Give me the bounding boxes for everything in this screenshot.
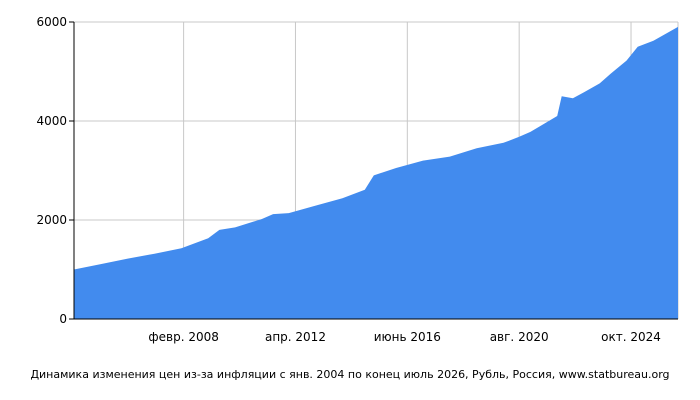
x-tick-label: авг. 2020 [490, 330, 549, 344]
x-tick-label: апр. 2012 [265, 330, 326, 344]
x-tick-label: июнь 2016 [374, 330, 441, 344]
data-area [74, 26, 678, 320]
chart: 0 2000 4000 6000 февр. 2008 апр. 2012 июнь 20… [36, 15, 679, 344]
y-tick-label: 6000 [36, 15, 67, 29]
chart-caption: Динамика изменения цен из-за инфляции с … [30, 368, 670, 381]
y-tick-label: 2000 [36, 213, 67, 227]
x-tick-label: окт. 2024 [601, 330, 661, 344]
y-axis-labels: 0 2000 4000 6000 [36, 15, 67, 326]
axes [69, 21, 678, 320]
x-axis-labels: февр. 2008 апр. 2012 июнь 2016 авг. 2020 окт… [148, 330, 661, 344]
y-tick-label: 4000 [36, 114, 67, 128]
y-tick-label: 0 [59, 312, 67, 326]
x-tick-label: февр. 2008 [148, 330, 219, 344]
